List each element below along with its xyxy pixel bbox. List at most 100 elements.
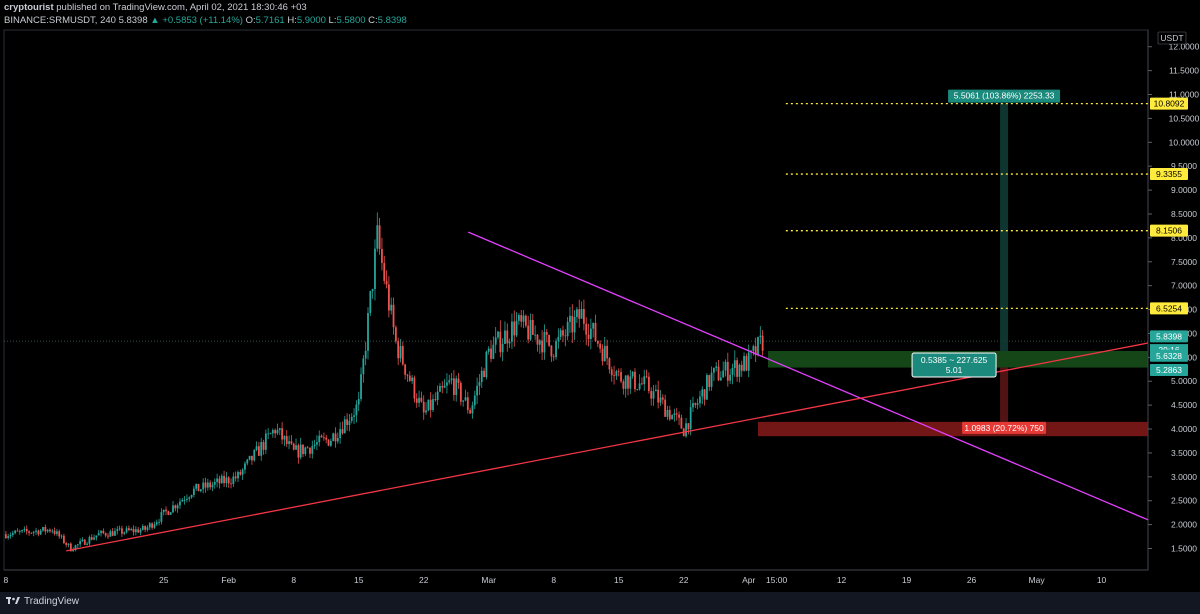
open-label: O: bbox=[245, 15, 256, 26]
symbol-line: BINANCE:SRMUSDT, 240 5.8398 ▲ +0.5853 (+… bbox=[4, 14, 407, 27]
candle-body bbox=[406, 374, 409, 376]
candle-body bbox=[459, 382, 462, 402]
candle-body bbox=[654, 389, 657, 392]
candle-body bbox=[504, 330, 506, 344]
candle-body bbox=[631, 371, 634, 377]
candle-body bbox=[237, 471, 239, 479]
x-tick-label: Mar bbox=[481, 575, 496, 585]
x-tick-label: 22 bbox=[419, 575, 429, 585]
candle-body bbox=[699, 396, 701, 404]
candle-body bbox=[557, 336, 560, 342]
entry-top-tag-bg bbox=[1150, 349, 1188, 362]
y-tick-label: 9.5000 bbox=[1171, 161, 1197, 171]
candle-body bbox=[689, 407, 692, 430]
candle-body bbox=[427, 399, 430, 411]
candle-body bbox=[367, 313, 369, 351]
candle-body bbox=[204, 482, 207, 488]
candle-body bbox=[355, 404, 358, 416]
candle-body bbox=[508, 341, 511, 344]
candle-body bbox=[645, 376, 648, 378]
candle-body bbox=[341, 429, 344, 434]
candle-body bbox=[534, 334, 537, 336]
candle-body bbox=[32, 531, 35, 533]
target-price-tag: 8.1506 bbox=[1156, 226, 1182, 236]
candle-body bbox=[582, 309, 585, 324]
candle-body bbox=[104, 533, 107, 536]
candle-body bbox=[151, 523, 154, 528]
candle-body bbox=[278, 428, 281, 430]
candle-body bbox=[109, 531, 112, 537]
x-tick-label: 22 bbox=[679, 575, 689, 585]
candle-body bbox=[162, 509, 165, 513]
y-tick-label: 3.0000 bbox=[1171, 472, 1197, 482]
low-label: L: bbox=[328, 15, 337, 26]
candle-body bbox=[552, 356, 555, 358]
candle-body bbox=[585, 323, 588, 335]
candle-body bbox=[179, 501, 181, 506]
candle-body bbox=[685, 423, 687, 437]
x-tick-label: 15 bbox=[354, 575, 364, 585]
candle-body bbox=[23, 528, 26, 531]
candle-body bbox=[255, 446, 258, 451]
candle-body bbox=[44, 527, 47, 532]
candle-body bbox=[290, 441, 293, 444]
candle-body bbox=[134, 529, 137, 533]
candle-body bbox=[387, 284, 390, 311]
candle-body bbox=[218, 478, 221, 484]
y-tick-label: 7.0000 bbox=[1171, 281, 1197, 291]
author-name[interactable]: cryptourist bbox=[4, 2, 54, 13]
candle-body bbox=[738, 364, 741, 377]
candle-body bbox=[678, 414, 680, 418]
footer-bar: TradingView bbox=[0, 592, 1200, 614]
candle-body bbox=[452, 378, 455, 395]
candle-body bbox=[248, 455, 251, 460]
candle-body bbox=[404, 364, 407, 375]
target-price-tag: 9.3355 bbox=[1156, 169, 1182, 179]
x-tick-label: Feb bbox=[221, 575, 236, 585]
candle-body bbox=[490, 348, 492, 359]
profit-label: 5.5061 (103.86%) 2253.33 bbox=[954, 91, 1055, 101]
y-tick-label: 7.5000 bbox=[1171, 257, 1197, 267]
candle-body bbox=[251, 455, 253, 461]
candle-body bbox=[127, 528, 130, 531]
chart-header: cryptourist published on TradingView.com… bbox=[4, 1, 407, 27]
candle-body bbox=[715, 366, 718, 368]
candle-body bbox=[594, 322, 597, 342]
candle-body bbox=[16, 530, 19, 532]
candle-body bbox=[390, 304, 393, 311]
candle-body bbox=[580, 309, 583, 319]
candle-body bbox=[357, 398, 360, 405]
candle-body bbox=[220, 475, 223, 484]
candle-body bbox=[569, 315, 571, 322]
candle-body bbox=[752, 346, 755, 351]
candle-body bbox=[675, 413, 678, 415]
loss-column bbox=[1000, 367, 1009, 422]
candle-body bbox=[97, 533, 100, 536]
candle-body bbox=[383, 262, 386, 281]
candle-body bbox=[172, 505, 174, 513]
candle-body bbox=[394, 327, 397, 342]
x-tick-label: 12 bbox=[837, 575, 847, 585]
candle-body bbox=[617, 371, 620, 373]
candle-body bbox=[601, 348, 604, 362]
candle-body bbox=[378, 225, 381, 249]
currency-box bbox=[1157, 31, 1187, 45]
candle-body bbox=[227, 477, 230, 484]
candle-body bbox=[555, 341, 557, 358]
tradingview-logo[interactable]: TradingView bbox=[6, 596, 79, 607]
candle-body bbox=[292, 443, 295, 450]
candle-body bbox=[190, 494, 193, 498]
descending-trendline bbox=[468, 231, 1149, 521]
price-chart[interactable]: 12.0000 11.5000 11.0000 10.5000 10.0000 9.500… bbox=[0, 0, 1200, 592]
change-arrow-icon: ▲ bbox=[150, 15, 160, 26]
x-tick-label: 8 bbox=[551, 575, 556, 585]
candle-body bbox=[93, 537, 95, 540]
candle-body bbox=[522, 315, 525, 322]
candle-body bbox=[425, 410, 427, 413]
target-price-tag: 6.5254 bbox=[1156, 303, 1182, 313]
candle-body bbox=[543, 332, 546, 353]
candle-body bbox=[703, 389, 706, 400]
candle-body bbox=[169, 512, 172, 515]
candle-body bbox=[271, 430, 274, 434]
candle-body bbox=[548, 334, 550, 346]
